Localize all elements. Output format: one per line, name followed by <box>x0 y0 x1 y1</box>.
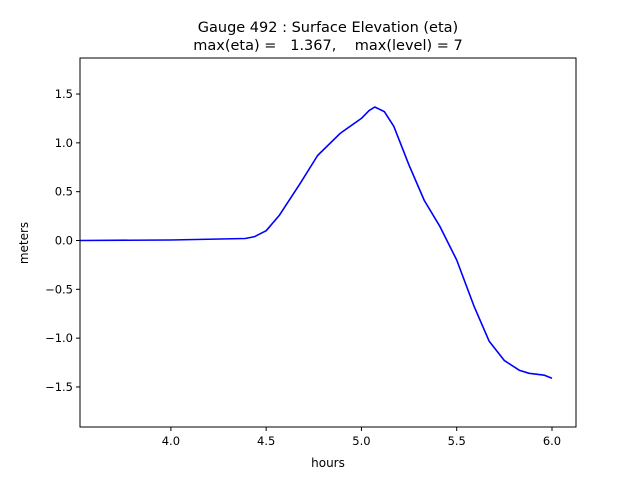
chart-title: Gauge 492 : Surface Elevation (eta) <box>198 20 458 36</box>
chart-subtitle: max(eta) = 1.367, max(level) = 7 <box>193 38 463 54</box>
axes-frame <box>79 57 577 428</box>
y-tick-label: −1.0 <box>45 331 73 345</box>
series-line-eta <box>79 106 553 379</box>
y-tick-label: 0.0 <box>55 233 73 247</box>
x-tick-label: 5.0 <box>352 434 370 448</box>
x-tick-label: 5.5 <box>448 434 466 448</box>
x-tick-label: 4.0 <box>162 434 180 448</box>
x-tick-label: 4.5 <box>257 434 275 448</box>
plot-area <box>79 106 553 379</box>
y-tick-label: 1.5 <box>55 87 73 101</box>
y-tick-label: −1.5 <box>45 380 73 394</box>
x-axis-label: hours <box>311 456 345 470</box>
y-axis-label: meters <box>17 222 31 264</box>
y-tick-label: 1.0 <box>55 136 73 150</box>
y-tick-label: −0.5 <box>45 282 73 296</box>
x-tick-label: 6.0 <box>543 434 561 448</box>
y-tick-label: 0.5 <box>55 185 73 199</box>
